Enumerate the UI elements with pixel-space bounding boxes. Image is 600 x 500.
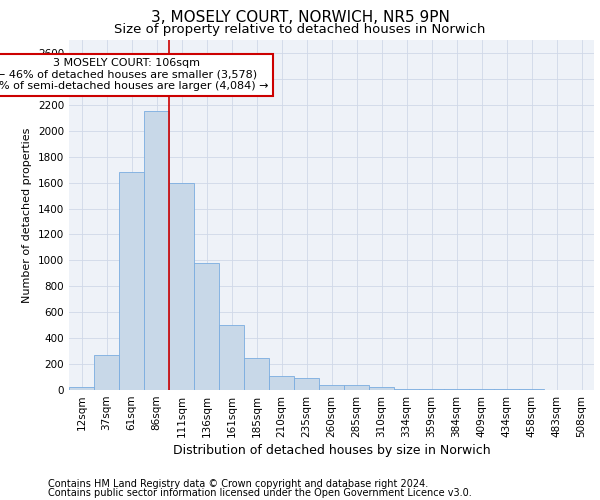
Text: Contains public sector information licensed under the Open Government Licence v3: Contains public sector information licen… bbox=[48, 488, 472, 498]
Bar bbox=[69, 387, 94, 390]
Bar bbox=[294, 378, 319, 390]
Bar bbox=[419, 388, 444, 390]
Bar bbox=[394, 388, 419, 390]
Bar bbox=[169, 182, 194, 390]
Bar bbox=[219, 325, 244, 390]
Bar bbox=[119, 172, 144, 390]
Bar bbox=[244, 358, 269, 390]
Bar bbox=[319, 386, 344, 390]
Bar bbox=[444, 388, 469, 390]
X-axis label: Distribution of detached houses by size in Norwich: Distribution of detached houses by size … bbox=[173, 444, 490, 457]
Text: Contains HM Land Registry data © Crown copyright and database right 2024.: Contains HM Land Registry data © Crown c… bbox=[48, 479, 428, 489]
Y-axis label: Number of detached properties: Number of detached properties bbox=[22, 128, 32, 302]
Bar bbox=[194, 263, 219, 390]
Bar bbox=[144, 112, 169, 390]
Bar bbox=[269, 376, 294, 390]
Bar bbox=[344, 386, 369, 390]
Bar bbox=[369, 388, 394, 390]
Text: 3, MOSELY COURT, NORWICH, NR5 9PN: 3, MOSELY COURT, NORWICH, NR5 9PN bbox=[151, 10, 449, 25]
Text: 3 MOSELY COURT: 106sqm
← 46% of detached houses are smaller (3,578)
53% of semi-: 3 MOSELY COURT: 106sqm ← 46% of detached… bbox=[0, 58, 268, 92]
Text: Size of property relative to detached houses in Norwich: Size of property relative to detached ho… bbox=[115, 22, 485, 36]
Bar bbox=[94, 355, 119, 390]
